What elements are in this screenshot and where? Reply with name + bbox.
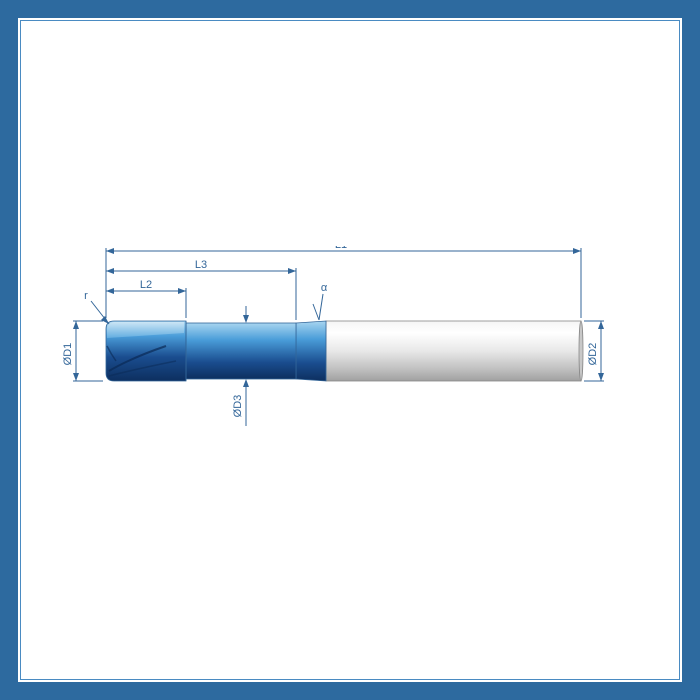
label-L1: L1 xyxy=(335,246,347,251)
label-r: r xyxy=(84,290,88,302)
technical-diagram: L1 L3 L2 r xyxy=(61,246,641,456)
outer-frame: L1 L3 L2 r xyxy=(0,0,700,700)
label-D3: ØD3 xyxy=(232,395,244,418)
inner-frame: L1 L3 L2 r xyxy=(20,20,680,680)
label-D2: ØD2 xyxy=(587,343,599,366)
dimension-D1: ØD1 xyxy=(62,321,103,381)
dimension-L3: L3 xyxy=(106,259,296,320)
dimension-L2: L2 xyxy=(106,279,186,318)
taper-section xyxy=(296,321,326,381)
label-alpha: α xyxy=(321,282,328,294)
dimension-L1: L1 xyxy=(106,246,581,318)
label-D1: ØD1 xyxy=(62,343,74,366)
label-L3: L3 xyxy=(195,259,207,271)
neck-section xyxy=(186,323,296,379)
shank-section xyxy=(326,321,581,381)
dimension-alpha: α xyxy=(313,282,328,320)
label-L2: L2 xyxy=(140,279,152,291)
dimension-D2: ØD2 xyxy=(584,321,604,381)
shank-end xyxy=(579,321,583,381)
dimension-r: r xyxy=(84,290,109,324)
